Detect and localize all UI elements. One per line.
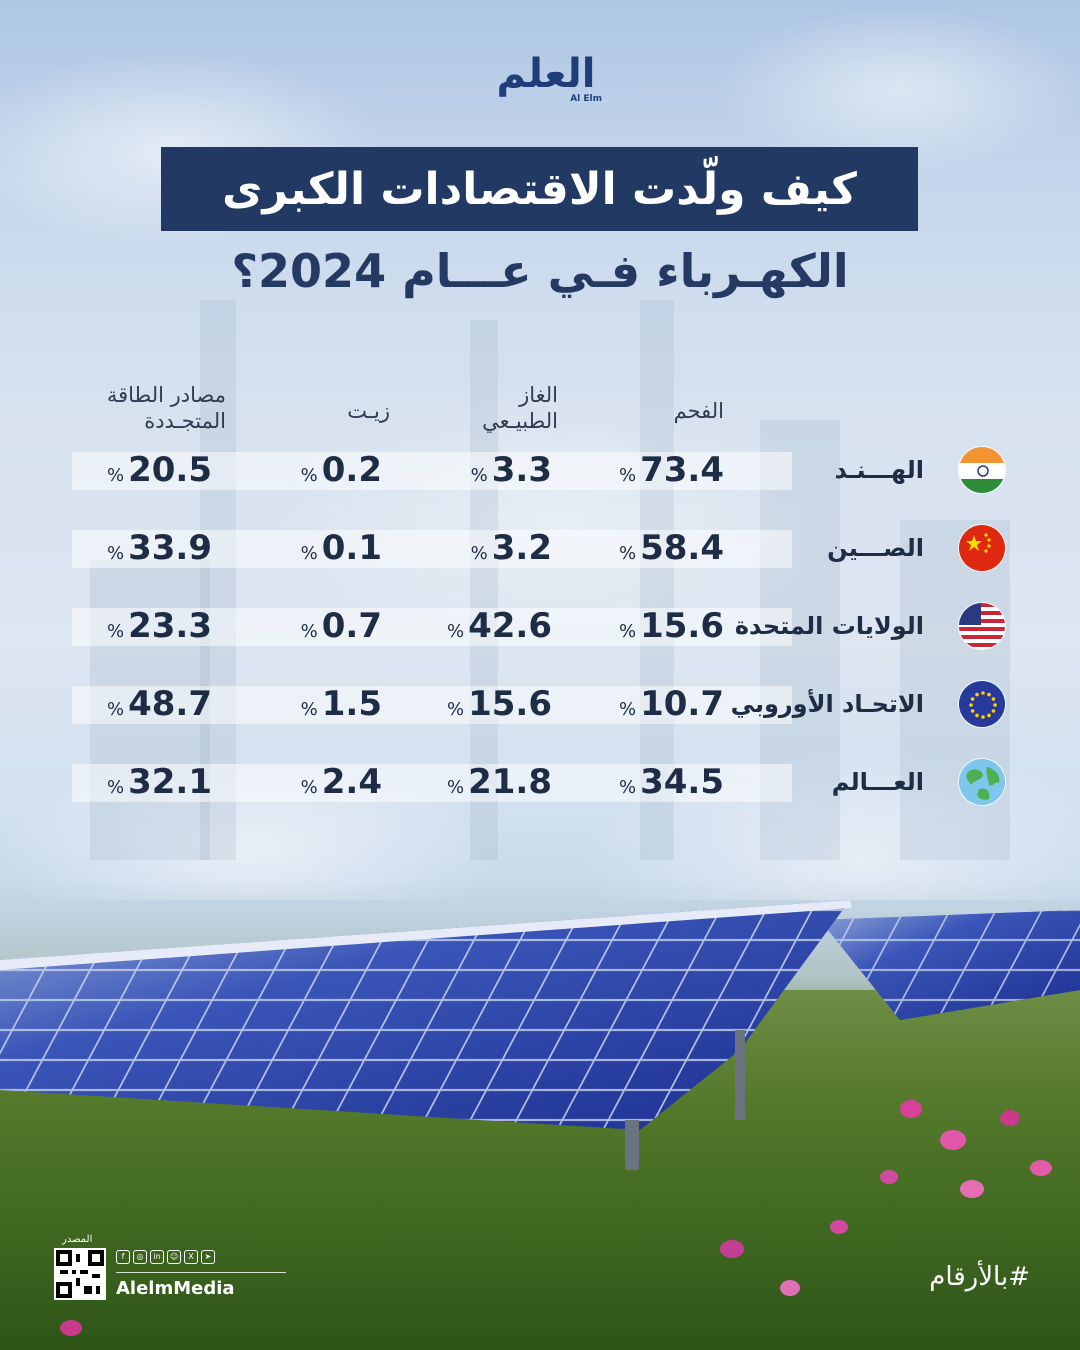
table-row: العـــالم % 34.5 % 21.8 % 2.4 % 32.1: [72, 758, 1008, 806]
value-natural-gas: % 3.2: [470, 528, 552, 568]
value-oil: % 2.4: [300, 762, 382, 802]
usa-flag-icon: [958, 602, 1006, 650]
globe-icon: [958, 758, 1006, 806]
instagram-icon[interactable]: ◎: [133, 1250, 147, 1264]
x-icon[interactable]: X: [184, 1250, 198, 1264]
value-coal: % 73.4: [619, 450, 724, 490]
value-coal: % 58.4: [619, 528, 724, 568]
brand-name-arabic: العلم: [496, 51, 596, 97]
brand-logo: العلم Al Elm: [486, 52, 606, 106]
value-renewables: % 32.1: [107, 762, 212, 802]
value-renewables: % 33.9: [107, 528, 212, 568]
value-renewables: % 48.7: [107, 684, 212, 724]
country-label: الولايات المتحدة: [734, 612, 924, 640]
value-coal: % 34.5: [619, 762, 724, 802]
eu-flag-icon: [958, 680, 1006, 728]
divider: [116, 1272, 286, 1273]
country-label: العـــالم: [831, 768, 924, 796]
value-oil: % 0.7: [300, 606, 382, 646]
flower: [780, 1280, 800, 1296]
value-oil: % 0.1: [300, 528, 382, 568]
table-row: الولايات المتحدة % 15.6 % 42.6 % 0.7 % 23.3: [72, 602, 1008, 650]
source-label: المصدر: [62, 1234, 93, 1245]
country-label: الصـــين: [827, 534, 924, 562]
flower: [940, 1130, 966, 1150]
india-flag-icon: [958, 446, 1006, 494]
column-header-coal: الفحم: [673, 399, 724, 423]
facebook-icon[interactable]: f: [116, 1250, 130, 1264]
flower: [1000, 1110, 1020, 1126]
value-coal: % 10.7: [619, 684, 724, 724]
flower: [60, 1320, 82, 1336]
row-background: [72, 608, 792, 646]
country-label: الهـــنـد: [834, 456, 924, 484]
value-renewables: % 23.3: [107, 606, 212, 646]
country-label: الاتحـاد الأوروبي: [730, 690, 924, 718]
value-natural-gas: % 3.3: [470, 450, 552, 490]
column-header-renewables: مصادر الطاقة المتجـددة: [106, 383, 226, 433]
flower: [830, 1220, 848, 1234]
flower: [960, 1180, 984, 1198]
telegram-icon[interactable]: ➤: [201, 1250, 215, 1264]
page-subtitle: الكهـرباء فـي عـــام 2024؟: [231, 244, 849, 298]
value-coal: % 15.6: [619, 606, 724, 646]
table-row: الصـــين % 58.4 % 3.2 % 0.1 % 33.9: [72, 524, 1008, 572]
value-renewables: % 20.5: [107, 450, 212, 490]
hashtag: #بالأرقام: [929, 1262, 1030, 1292]
table-row: الهـــنـد % 73.4 % 3.3 % 0.2 % 20.5: [72, 446, 1008, 494]
page-title: كيف ولّدت الاقتصادات الكبرى: [222, 163, 857, 215]
qr-code[interactable]: [54, 1248, 106, 1300]
row-background: [72, 686, 792, 724]
row-background: [72, 764, 792, 802]
social-handle[interactable]: AlelmMedia: [116, 1278, 235, 1299]
brand-name-english: Al Elm: [570, 94, 602, 104]
title-banner: كيف ولّدت الاقتصادات الكبرى: [161, 147, 918, 231]
column-header-natural-gas: الغاز الطبيـعي: [482, 383, 558, 433]
value-oil: % 1.5: [300, 684, 382, 724]
solar-panels-illustration: [0, 900, 1080, 1170]
flower: [880, 1170, 898, 1184]
value-natural-gas: % 21.8: [447, 762, 552, 802]
flower: [900, 1100, 922, 1118]
flower: [1030, 1160, 1052, 1176]
flower: [720, 1240, 744, 1258]
social-icons: f ◎ in ☺ X ➤: [116, 1250, 215, 1264]
table-row: الاتحـاد الأوروبي % 10.7 % 15.6 % 1.5 % 48.7: [72, 680, 1008, 728]
column-header-oil: زيـت: [347, 399, 390, 423]
row-background: [72, 530, 792, 568]
value-oil: % 0.2: [300, 450, 382, 490]
footer-brand: المصدر f ◎ in ☺ X ➤ AlelmMedia: [54, 1234, 294, 1304]
value-natural-gas: % 42.6: [447, 606, 552, 646]
china-flag-icon: [958, 524, 1006, 572]
snapchat-icon[interactable]: ☺: [167, 1250, 181, 1264]
linkedin-icon[interactable]: in: [150, 1250, 164, 1264]
value-natural-gas: % 15.6: [447, 684, 552, 724]
row-background: [72, 452, 792, 490]
